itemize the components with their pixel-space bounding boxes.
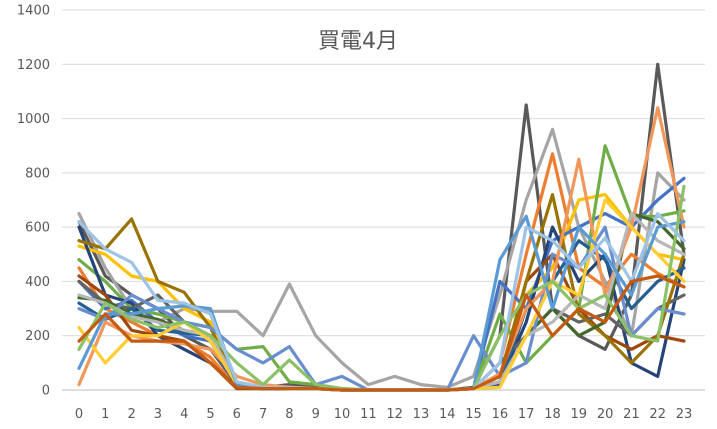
x-tick-label: 18 [544,407,561,422]
x-tick-label: 20 [597,407,614,422]
x-tick-label: 5 [206,407,214,422]
x-tick-label: 6 [233,407,241,422]
y-tick-label: 200 [25,329,50,344]
x-tick-label: 2 [127,407,135,422]
x-tick-label: 11 [360,407,377,422]
gridlines [62,9,705,391]
y-tick-label: 800 [25,166,50,181]
x-tick-label: 1 [101,407,109,422]
x-tick-label: 7 [259,407,267,422]
series-line-3 [77,127,686,389]
x-tick-label: 16 [492,407,509,422]
x-tick-label: 22 [649,407,666,422]
y-tick-label: 600 [25,221,50,236]
x-tick-label: 19 [571,407,588,422]
series-line-2 [77,152,686,392]
x-tick-label: 23 [676,407,693,422]
x-axis-tick-labels: 0 1 2 3 4 5 6 7 8 9 10 11 12 13 14 15 16 17 18 19 20 21 22 23 [75,407,692,422]
x-tick-label: 21 [623,407,640,422]
x-tick-label: 4 [180,407,188,422]
y-tick-label: 1000 [17,112,50,127]
x-tick-label: 17 [518,407,535,422]
y-axis-tick-labels: 0 200 400 600 800 1000 1200 1400 [17,4,50,399]
y-tick-label: 1200 [17,58,50,73]
y-tick-label: 1400 [17,4,50,19]
series-lines [77,62,686,392]
x-tick-label: 9 [312,407,320,422]
x-tick-label: 8 [285,407,293,422]
series-line-20 [77,274,686,392]
x-tick-label: 13 [413,407,430,422]
y-tick-label: 0 [42,384,50,399]
x-tick-label: 10 [334,407,351,422]
y-tick-label: 400 [25,275,50,290]
chart-title: 買電4月 [318,29,398,54]
x-tick-label: 14 [439,407,456,422]
series-line-14 [77,106,686,392]
x-tick-label: 15 [465,407,482,422]
x-tick-label: 0 [75,407,83,422]
x-tick-label: 12 [386,407,403,422]
x-tick-label: 3 [154,407,162,422]
